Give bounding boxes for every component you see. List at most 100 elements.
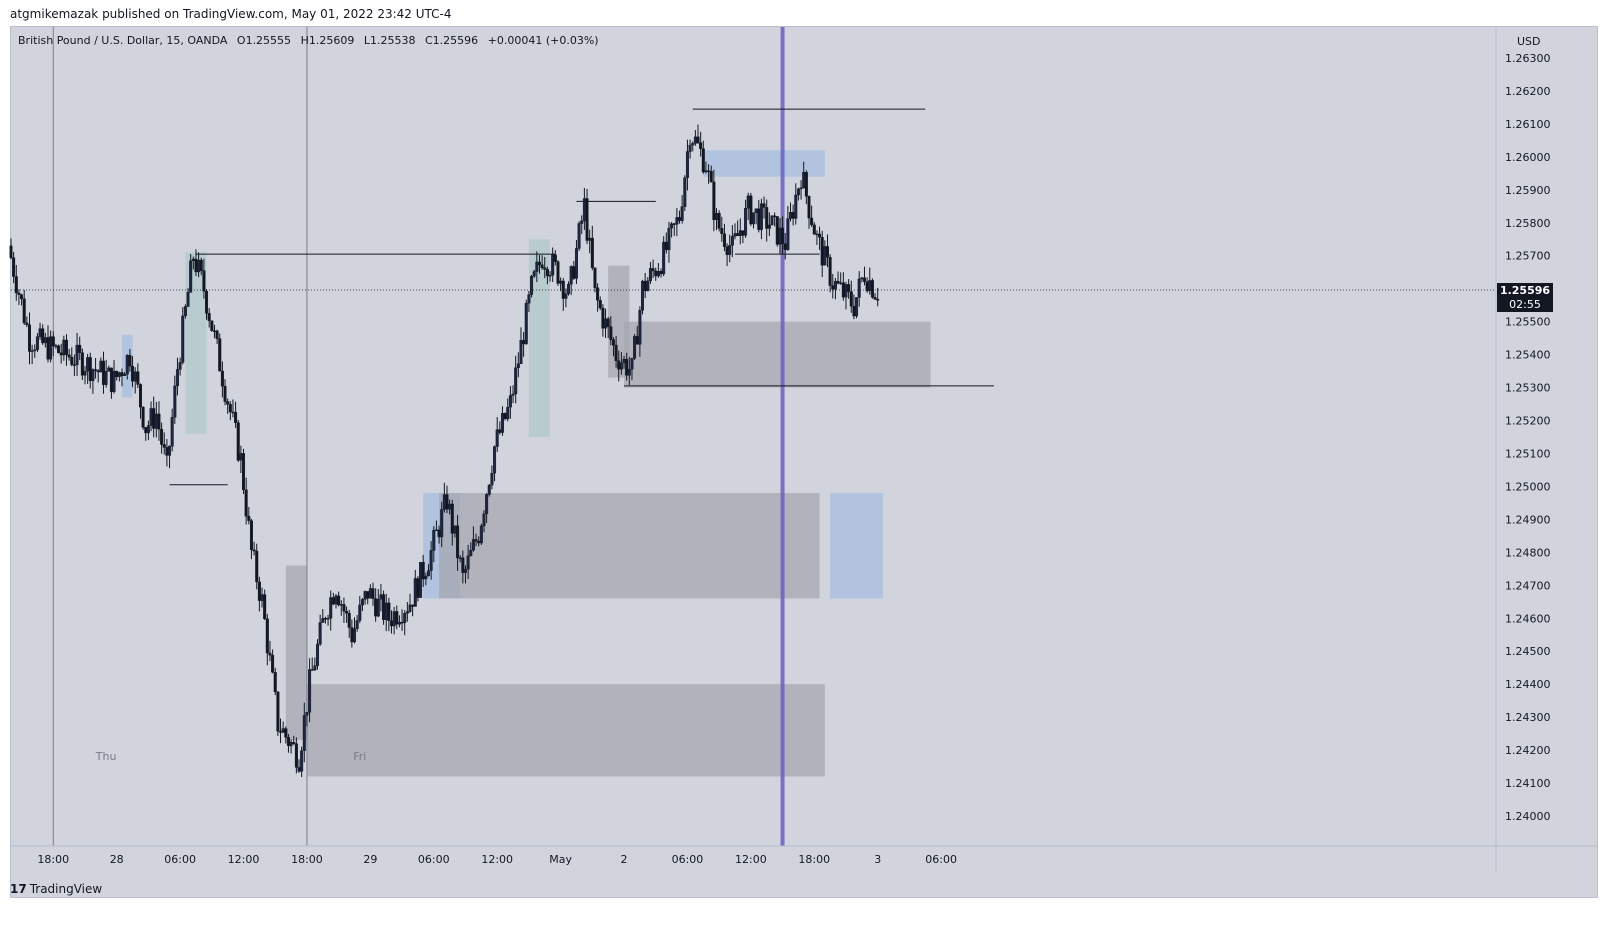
candle-body xyxy=(606,318,610,327)
candle-body xyxy=(128,355,132,367)
candle-129 xyxy=(350,619,354,648)
candle-body xyxy=(453,525,457,534)
candle-body xyxy=(482,513,486,527)
candle-body xyxy=(825,246,829,258)
candle-310 xyxy=(828,254,832,293)
time-tick-9: 2 xyxy=(621,853,628,866)
candle-body xyxy=(553,254,557,262)
candle-body xyxy=(855,297,859,317)
candle-167 xyxy=(450,499,454,546)
candle-body xyxy=(133,371,137,382)
candle-body xyxy=(643,280,647,292)
candle-7 xyxy=(27,312,31,365)
candle-body xyxy=(265,618,269,654)
candle-38 xyxy=(109,367,113,399)
candle-body xyxy=(149,408,153,426)
candle-body xyxy=(107,367,111,372)
candle-92 xyxy=(252,541,256,556)
candle-175 xyxy=(471,526,475,552)
candle-222 xyxy=(596,283,600,312)
candle-body xyxy=(191,258,195,261)
candle-body xyxy=(796,188,800,196)
candle-151 xyxy=(408,593,412,613)
candle-body xyxy=(818,233,822,238)
price-axis[interactable]: USD 1.26300 1.26200 1.26100 1.26000 1.25900 1.… xyxy=(1495,27,1551,871)
candle-body xyxy=(397,621,401,625)
candle-body xyxy=(627,369,631,376)
candle-body xyxy=(664,241,668,251)
candle-110 xyxy=(300,746,304,778)
candle-146 xyxy=(395,605,399,630)
candle-body xyxy=(810,217,814,226)
candle-214 xyxy=(574,239,578,285)
time-tick-4: 18:00 xyxy=(291,853,323,866)
candle-52 xyxy=(146,420,150,441)
candle-body xyxy=(144,427,148,434)
candle-194 xyxy=(522,331,526,357)
candle-body xyxy=(638,309,642,345)
candle-body xyxy=(728,245,732,255)
zone-teal-0 xyxy=(185,252,207,434)
candle-163 xyxy=(440,501,444,548)
candle-188 xyxy=(506,398,510,422)
candle-body xyxy=(405,611,409,614)
candle-body xyxy=(508,395,512,408)
candle-319 xyxy=(852,294,856,320)
candle-210 xyxy=(564,288,568,308)
candle-body xyxy=(688,144,692,152)
candle-24 xyxy=(72,354,76,377)
candle-body xyxy=(175,369,179,387)
time-axis[interactable]: 18:00 28 06:00 12:00 18:00 29 06:00 12:00 May 2 06… xyxy=(11,845,1597,866)
candle-body xyxy=(371,588,375,599)
candle-body xyxy=(667,227,671,251)
bar-countdown: 02:55 xyxy=(1509,298,1541,311)
candle-body xyxy=(382,594,386,620)
legend-high: H1.25609 xyxy=(300,34,355,47)
candle-body xyxy=(733,233,737,237)
candle-body xyxy=(297,767,301,772)
candle-body xyxy=(604,318,608,329)
candle-body xyxy=(379,594,383,600)
price-tick-2: 1.26100 xyxy=(1505,118,1551,131)
zone-grey-5 xyxy=(439,493,820,599)
candle-body xyxy=(572,266,576,279)
candle-body xyxy=(38,328,42,337)
candle-body xyxy=(260,594,264,601)
candle-body xyxy=(353,628,357,643)
candle-body xyxy=(775,216,779,245)
candle-219 xyxy=(588,229,592,254)
candle-body xyxy=(767,224,771,229)
candle-306 xyxy=(818,226,822,250)
candle-106 xyxy=(289,739,293,754)
candle-285 xyxy=(762,196,766,219)
time-tick-0: 18:00 xyxy=(37,853,69,866)
candle-259 xyxy=(693,130,697,146)
candle-292 xyxy=(781,216,785,254)
candle-body xyxy=(860,277,864,280)
candle-body xyxy=(234,412,238,423)
price-tick-23: 1.24000 xyxy=(1505,810,1551,823)
candle-body xyxy=(279,731,283,733)
candle-body xyxy=(833,280,837,290)
candle-182 xyxy=(490,465,494,490)
candle-body xyxy=(292,742,296,744)
price-tick-17: 1.24600 xyxy=(1505,612,1551,625)
candle-body xyxy=(651,268,655,272)
tradingview-brand[interactable]: 17 TradingView xyxy=(10,882,102,896)
candle-314 xyxy=(839,272,843,285)
candle-body xyxy=(493,446,497,474)
candle-body xyxy=(112,370,116,392)
candle-257 xyxy=(688,139,692,159)
candle-body xyxy=(857,278,861,298)
candle-body xyxy=(96,370,100,373)
candle-body xyxy=(474,539,478,542)
candle-107 xyxy=(292,735,296,745)
candle-172 xyxy=(463,565,467,584)
candle-2 xyxy=(14,264,18,301)
candle-body xyxy=(701,148,705,173)
candle-302 xyxy=(807,195,811,229)
candle-56 xyxy=(157,401,161,441)
candle-190 xyxy=(511,385,515,404)
candle-171 xyxy=(461,550,465,584)
